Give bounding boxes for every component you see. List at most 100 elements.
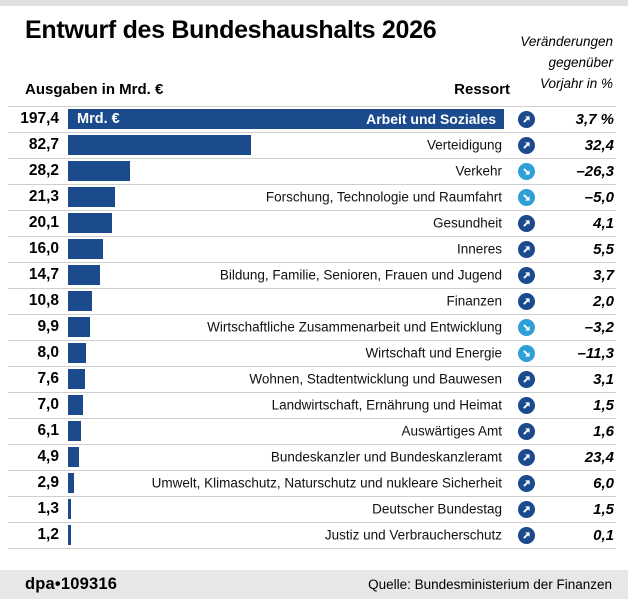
chart-row: 4,9 Bundeskanzler und Bundeskanzleramt 23,…	[0, 444, 628, 470]
arrow-down-icon	[517, 318, 535, 336]
chart-row: 1,2 Justiz und Verbraucherschutz 0,1	[0, 522, 628, 548]
arrow-up-icon	[517, 214, 535, 232]
value-label: 4,9	[37, 448, 59, 465]
value-label: 9,9	[37, 318, 59, 335]
bar	[68, 369, 85, 389]
change-label: 0,1	[593, 526, 614, 544]
chart-row: 28,2 Verkehr –26,3	[0, 158, 628, 184]
arrow-up-icon	[517, 292, 535, 310]
arrow-down-icon	[517, 344, 535, 362]
change-icon-cell	[504, 110, 548, 128]
bar-track: Bildung, Familie, Senioren, Frauen und J…	[68, 265, 504, 285]
bar-track: Finanzen	[68, 291, 504, 311]
ressort-label: Landwirtschaft, Ernährung und Heimat	[271, 397, 502, 413]
bar	[68, 499, 72, 519]
arrow-down-icon	[517, 188, 535, 206]
ressort-label: Wohnen, Stadtentwicklung und Bauwesen	[249, 371, 502, 387]
bar-track: Wirtschaft und Energie	[68, 343, 504, 363]
ressort-label: Wirtschaftliche Zusammenarbeit und Entwi…	[207, 319, 502, 335]
value-label: 10,8	[28, 292, 59, 309]
change-header-line-1: Veränderungen	[520, 34, 613, 49]
value-label: 82,7	[28, 136, 59, 153]
ressort-label: Forschung, Technologie und Raumfahrt	[265, 189, 502, 205]
change-icon-cell	[504, 370, 548, 388]
bar	[68, 317, 90, 337]
value-label: 16,0	[28, 240, 59, 257]
bar	[68, 265, 101, 285]
arrow-up-icon	[517, 370, 535, 388]
change-header-line-3: Vorjahr in %	[539, 76, 613, 91]
change-label: 23,4	[584, 448, 614, 466]
chart-row: 7,0 Landwirtschaft, Ernährung und Heimat 1…	[0, 392, 628, 418]
change-label: –11,3	[577, 344, 614, 362]
bar-track: Gesundheit	[68, 213, 504, 233]
ressort-label: Inneres	[456, 241, 502, 257]
change-icon-cell	[504, 266, 548, 284]
ressort-label: Verkehr	[455, 163, 502, 179]
bar	[68, 239, 104, 259]
chart-title: Entwurf des Bundeshaushalts 2026	[25, 16, 437, 44]
value-label: 20,1	[28, 214, 59, 231]
dpa-id-label: dpa•109316	[25, 575, 118, 593]
change-label: 1,5	[593, 396, 614, 414]
bar-track: Verteidigung	[68, 135, 504, 155]
bar-track: Justiz und Verbraucherschutz	[68, 525, 504, 545]
change-icon-cell	[504, 422, 548, 440]
ressort-label: Bundeskanzler und Bundeskanzleramt	[270, 449, 502, 465]
change-header-line-2: gegenüber	[548, 55, 613, 70]
change-label: 3,7 %	[575, 110, 614, 128]
arrow-up-icon	[517, 500, 535, 518]
ressort-label: Arbeit und Soziales	[366, 111, 496, 127]
chart-row: 10,8 Finanzen 2,0	[0, 288, 628, 314]
change-icon-cell	[504, 214, 548, 232]
arrow-up-icon	[517, 240, 535, 258]
bar	[68, 291, 92, 311]
bar-track: Auswärtiges Amt	[68, 421, 504, 441]
value-column-header: Ausgaben in Mrd. €	[25, 81, 164, 98]
arrow-up-icon	[517, 474, 535, 492]
ressort-label: Justiz und Verbraucherschutz	[324, 527, 502, 543]
chart-row: 82,7 Verteidigung 32,4	[0, 132, 628, 158]
change-icon-cell	[504, 240, 548, 258]
arrow-up-icon	[517, 396, 535, 414]
change-label: 3,1	[593, 370, 614, 388]
bar	[68, 213, 113, 233]
chart-row: 8,0 Wirtschaft und Energie –11,3	[0, 340, 628, 366]
bar-track: Mrd. € Arbeit und Soziales	[68, 109, 504, 129]
bar-track: Forschung, Technologie und Raumfahrt	[68, 187, 504, 207]
chart-row: 9,9 Wirtschaftliche Zusammenarbeit und En…	[0, 314, 628, 340]
change-label: 6,0	[593, 474, 614, 492]
bar-track: Landwirtschaft, Ernährung und Heimat	[68, 395, 504, 415]
bar	[68, 395, 84, 415]
change-label: 4,1	[593, 214, 614, 232]
change-label: 3,7	[593, 266, 614, 284]
chart-row: 20,1 Gesundheit 4,1	[0, 210, 628, 236]
change-label: 32,4	[584, 136, 614, 154]
ressort-label: Wirtschaft und Energie	[365, 345, 502, 361]
ressort-label: Bildung, Familie, Senioren, Frauen und J…	[219, 267, 502, 283]
arrow-up-icon	[517, 136, 535, 154]
chart-row: 2,9 Umwelt, Klimaschutz, Naturschutz und …	[0, 470, 628, 496]
bar-track: Verkehr	[68, 161, 504, 181]
bar-track: Wohnen, Stadtentwicklung und Bauwesen	[68, 369, 504, 389]
bar-track: Bundeskanzler und Bundeskanzleramt	[68, 447, 504, 467]
change-icon-cell	[504, 448, 548, 466]
change-label: –5,0	[584, 188, 614, 206]
bar-track: Umwelt, Klimaschutz, Naturschutz und nuk…	[68, 473, 504, 493]
change-icon-cell	[504, 188, 548, 206]
arrow-up-icon	[517, 448, 535, 466]
value-label: 197,4	[20, 110, 59, 127]
change-icon-cell	[504, 500, 548, 518]
arrow-up-icon	[517, 526, 535, 544]
bar-track: Deutscher Bundestag	[68, 499, 504, 519]
change-label: –3,2	[584, 318, 614, 336]
bar	[68, 161, 131, 181]
ressort-label: Gesundheit	[432, 215, 502, 231]
value-label: 6,1	[37, 422, 59, 439]
value-label: 14,7	[28, 266, 59, 283]
change-column-header: Veränderungen gegenüber Vorjahr in %	[520, 31, 613, 94]
ressort-label: Verteidigung	[426, 137, 502, 153]
chart-row: 14,7 Bildung, Familie, Senioren, Frauen u…	[0, 262, 628, 288]
change-icon-cell	[504, 162, 548, 180]
value-label: 2,9	[37, 474, 59, 491]
